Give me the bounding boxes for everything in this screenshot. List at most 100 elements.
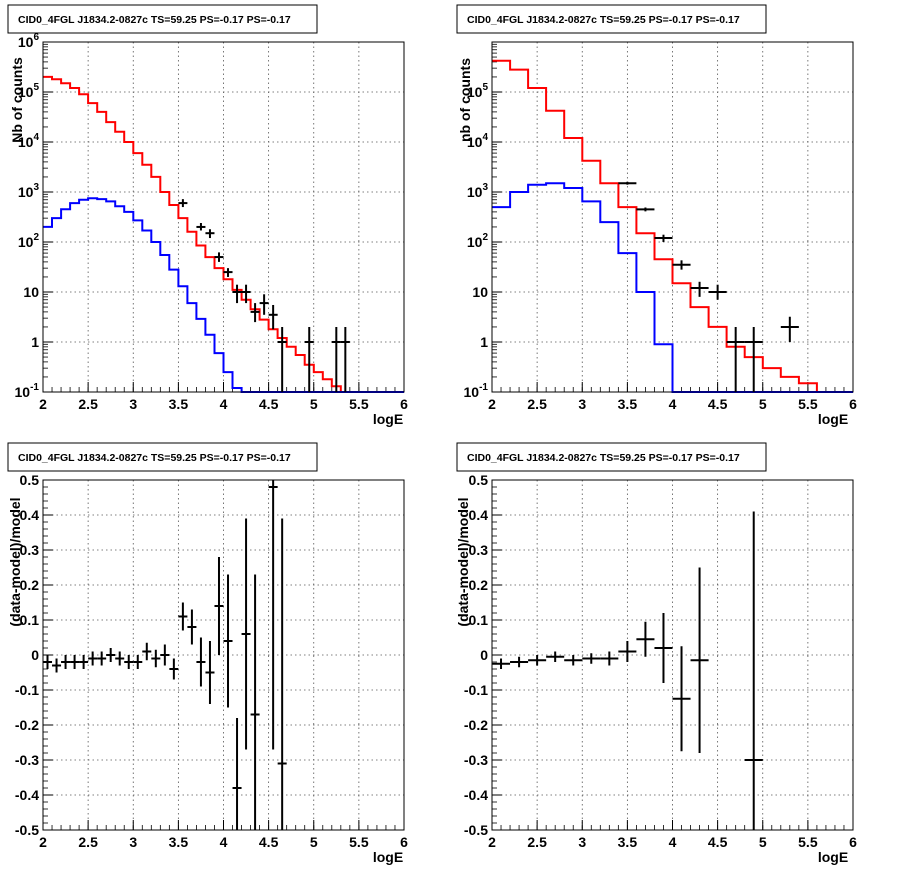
data-point [214,557,224,655]
model-total-series [43,75,404,393]
data-point [223,268,233,277]
data-point [160,644,170,666]
data-point [672,260,691,270]
data-point [196,222,206,231]
y-tick-label: 0.4 [20,507,40,523]
data-point [268,480,278,750]
data-point [708,284,727,300]
x-tick-label: 4.5 [259,396,279,412]
title-box [7,442,318,472]
y-tick-label: -0.3 [464,752,488,768]
y-tick-label: 0 [31,647,39,663]
plot-frame [42,41,405,393]
x-axis-label: logE [373,411,403,427]
data-point [61,655,71,669]
data-point [178,199,188,208]
data-point [564,655,583,666]
plot-frame [491,479,854,831]
x-axis-label: logE [818,849,848,865]
plot-frame [491,41,854,393]
data-point [169,658,179,680]
x-tick-label: 2.5 [78,834,98,850]
y-tick-label: -0.5 [464,822,488,838]
x-tick-label: 3.5 [169,834,189,850]
data-point [618,641,637,662]
plot-area: 2 2.5 3 3.5 4 4.5 5 5.5 6 -0.5 -0.4 -0.3 -0.2 -0.1 0 0.… [15,472,408,850]
data-point [277,518,287,830]
x-tick-label: 5 [759,396,767,412]
data-point [223,574,233,708]
data-point [690,281,709,297]
plot-area: 2 2.5 3 3.5 4 4.5 5 5.5 6 10-1 1 10 102 103 104 105 106 [15,32,409,412]
y-tick-label: 106 [18,32,40,50]
y-tick-label: -0.5 [15,822,39,838]
data-point [70,655,80,669]
x-tick-label: 5.5 [798,834,818,850]
data-point [510,656,529,668]
data-point [241,518,251,750]
data-point [232,718,242,830]
data-point [187,609,197,645]
x-axis-label: logE [818,411,848,427]
x-tick-label: 3 [129,396,137,412]
data-point [528,655,547,666]
plot-frame [42,479,405,831]
y-tick-label: -0.2 [15,717,39,733]
y-axis-label: nb of counts [457,58,473,142]
data-point [106,648,116,662]
x-tick-label: 2 [39,834,47,850]
y-tick-label: 10 [472,284,488,300]
y-tick-label: 10-1 [464,382,489,400]
x-tick-label: 3 [578,834,586,850]
y-tick-label: 10 [23,284,39,300]
data-point [205,229,215,239]
y-tick-label: 0.2 [469,577,489,593]
y-tick-label: 105 [467,82,489,100]
y-tick-label: 0.5 [20,472,40,488]
y-tick-label: -0.1 [464,682,488,698]
panel-bottom-right: 2 2.5 3 3.5 4 4.5 5 5.5 6 -0.5 -0.4 -0.3 -0.2 -0.1 0 0.… [449,437,898,875]
data-point [232,284,242,304]
y-tick-label: 0.2 [20,577,40,593]
x-tick-label: 6 [400,834,408,850]
x-tick-label: 4.5 [259,834,279,850]
x-tick-label: 5.5 [349,396,369,412]
panel-background [0,437,449,875]
data-point [277,326,287,392]
x-tick-label: 6 [400,396,408,412]
data-point [618,181,637,185]
y-tick-label: -0.3 [15,752,39,768]
data-point [636,207,655,212]
x-tick-label: 5 [759,834,767,850]
data-point [268,304,278,330]
y-tick-label: -0.4 [464,787,488,803]
y-tick-label: 103 [18,182,40,200]
data-point [79,655,89,669]
data-point [151,649,161,668]
chart-title: CID0_4FGL J1834.2-0827c TS=59.25 PS=-0.1… [18,14,291,26]
data-point [582,653,601,664]
data-point [52,658,62,673]
x-tick-label: 6 [849,834,857,850]
y-tick-label: 105 [18,82,40,100]
x-tick-label: 2 [488,834,496,850]
y-tick-label: 104 [467,132,489,150]
data-point [259,294,269,315]
y-tick-label: 104 [18,132,40,150]
data-point [133,655,143,669]
x-tick-label: 6 [849,396,857,412]
data-point [178,602,188,631]
data-point [250,303,260,323]
x-tick-label: 5.5 [349,834,369,850]
x-tick-label: 4.5 [708,834,728,850]
y-axis-label: (data-model)/model [7,497,23,626]
data-point [744,326,763,392]
data-point [115,651,125,666]
x-tick-label: 3.5 [618,834,638,850]
x-tick-label: 4 [669,396,677,412]
data-point [331,326,341,392]
data-point [744,511,763,830]
data-point [690,567,709,753]
plot-area: 2 2.5 3 3.5 4 4.5 5 5.5 6 10-1 1 10 102 103 104 105 [464,41,857,412]
